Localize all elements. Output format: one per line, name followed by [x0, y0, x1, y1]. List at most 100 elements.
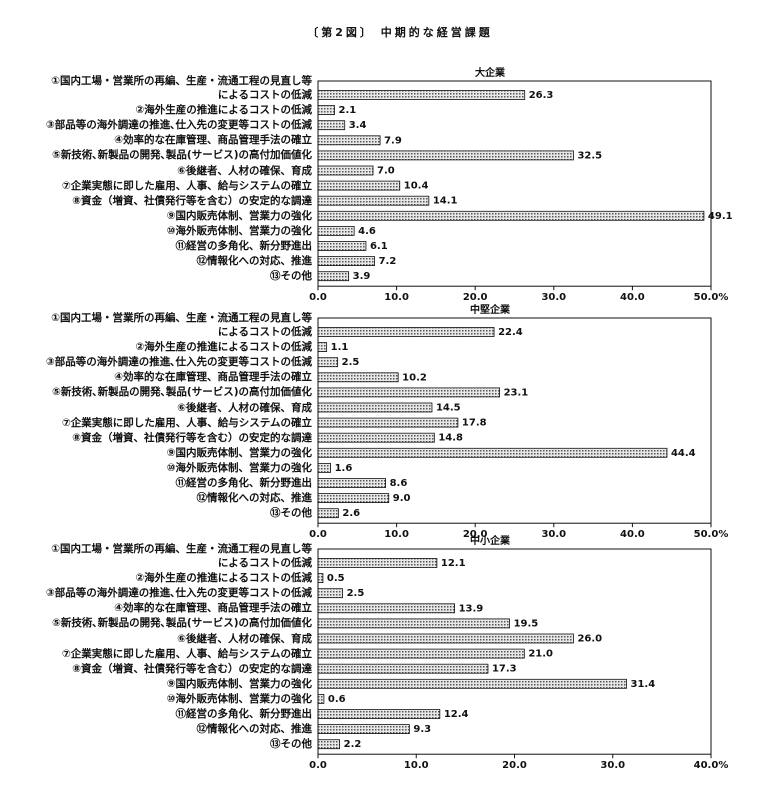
- value-label: 2.6: [342, 508, 360, 519]
- value-label: 19.5: [514, 618, 539, 629]
- category-label: ⑤新技術､新製品の開発､製品(サービス)の高付加価値化: [52, 149, 312, 162]
- value-label: 2.2: [344, 739, 362, 750]
- bar: [317, 165, 374, 176]
- value-label: 2.5: [347, 588, 365, 599]
- bar: [317, 462, 331, 473]
- category-label: ⑧資金（増資、社債発行等を含む）の安定的な調達: [72, 431, 312, 444]
- value-label: 7.9: [384, 135, 402, 146]
- value-label: 14.5: [436, 403, 461, 414]
- value-label: 2.1: [339, 105, 357, 116]
- category-label: ⑧資金（増資、社債発行等を含む）の安定的な調達: [72, 194, 312, 207]
- bar: [317, 90, 526, 100]
- value-label: 7.2: [379, 256, 397, 267]
- bar: [317, 256, 375, 267]
- bar: [317, 105, 335, 115]
- category-label: ⑥後継者、人材の確保、育成: [177, 632, 312, 645]
- x-tick-label: 20.0: [463, 292, 488, 303]
- bar: [317, 387, 500, 398]
- bar: [317, 573, 324, 583]
- bar: [317, 150, 574, 161]
- category-label: ①国内工場・営業所の再編、生産・流通工程の見直し等 によるコストの低減: [51, 312, 312, 338]
- category-label: ②海外生産の推進によるコストの低減: [135, 572, 312, 585]
- x-tick-label: 20.0: [463, 529, 488, 540]
- value-label: 31.4: [631, 679, 656, 690]
- category-label: ⑦企業実態に即した雇用、人事、給与システムの確立: [61, 179, 312, 192]
- bar: [317, 558, 438, 568]
- value-label: 0.6: [328, 694, 346, 705]
- x-tick-label: 30.0: [541, 529, 566, 540]
- value-label: 1.6: [335, 463, 353, 474]
- bar: [317, 588, 343, 599]
- bar: [317, 447, 668, 458]
- bar: [317, 648, 525, 659]
- value-label: 14.1: [433, 196, 458, 207]
- value-label: 12.1: [441, 558, 466, 569]
- value-label: 26.0: [577, 634, 602, 645]
- category-label: ⑪経営の多角化、新分野進出: [175, 708, 313, 720]
- category-label: ⑩海外販売体制、営業力の強化: [166, 461, 312, 474]
- value-label: 4.6: [358, 226, 376, 237]
- x-tick-label: 10.0: [404, 760, 429, 771]
- bar: [317, 372, 399, 383]
- x-tick-label: 10.0: [384, 292, 409, 303]
- category-label: ⑪経営の多角化、新分野進出: [175, 240, 313, 252]
- bar: [317, 508, 339, 519]
- bar: [317, 180, 401, 191]
- category-label: ⑬その他: [270, 507, 312, 520]
- value-label: 1.1: [331, 342, 349, 353]
- x-tick-label: 0.0: [309, 529, 327, 540]
- bar: [317, 417, 459, 428]
- bar: [317, 663, 489, 674]
- bar: [317, 135, 381, 146]
- x-tick-label: 20.0: [502, 760, 527, 771]
- category-label: ⑦企業実態に即した雇用、人事、給与システムの確立: [61, 416, 312, 429]
- bar: [317, 678, 627, 689]
- bar: [317, 271, 350, 282]
- x-tick-label: 40.0: [620, 292, 645, 303]
- value-label: 2.5: [342, 357, 360, 368]
- category-label: ⑩海外販売体制、営業力の強化: [166, 692, 312, 705]
- bar: [317, 342, 328, 353]
- value-label: 0.5: [327, 573, 345, 584]
- x-tick-label: 30.0: [541, 292, 566, 303]
- value-label: 8.6: [390, 478, 408, 489]
- x-tick-label: 50.0%: [694, 529, 729, 540]
- category-label: ⑤新技術､新製品の開発､製品(サービス)の高付加価値化: [52, 617, 312, 630]
- value-label: 49.1: [708, 211, 733, 222]
- value-label: 13.9: [459, 603, 484, 614]
- value-label: 9.3: [413, 724, 431, 735]
- category-label: ④効率的な在庫管理、商品管理手法の確立: [114, 371, 312, 384]
- value-label: 26.3: [529, 90, 554, 101]
- x-tick-label: 0.0: [309, 760, 327, 771]
- category-label: ③部品等の海外調達の推進､仕入先の変更等コストの低減: [45, 356, 312, 369]
- value-label: 10.4: [404, 181, 429, 192]
- value-label: 3.4: [349, 120, 367, 131]
- bar: [317, 493, 390, 504]
- bar: [317, 694, 325, 704]
- x-tick-label: 50.0%: [694, 292, 729, 303]
- panel-title: 中小企業: [470, 534, 511, 547]
- bar: [317, 327, 495, 337]
- category-label: ①国内工場・営業所の再編、生産・流通工程の見直し等 によるコストの低減: [51, 543, 312, 569]
- category-label: ②海外生産の推進によるコストの低減: [135, 104, 312, 117]
- value-label: 3.9: [353, 271, 371, 282]
- value-label: 10.2: [402, 372, 427, 383]
- category-label: ⑨国内販売体制、営業力の強化: [166, 209, 312, 222]
- value-label: 21.0: [528, 649, 553, 660]
- bar: [317, 402, 433, 413]
- bar: [317, 724, 410, 734]
- bar: [317, 618, 510, 629]
- value-label: 14.8: [438, 433, 463, 444]
- category-label: ⑫情報化への対応、推進: [196, 723, 313, 736]
- category-label: ⑧資金（増資、社債発行等を含む）の安定的な調達: [72, 662, 312, 675]
- value-label: 17.3: [492, 664, 517, 675]
- value-label: 32.5: [577, 150, 602, 161]
- bar: [317, 709, 441, 719]
- category-label: ⑫情報化への対応、推進: [196, 492, 313, 505]
- bar: [317, 633, 574, 644]
- category-label: ①国内工場・営業所の再編、生産・流通工程の見直し等 によるコストの低減: [51, 75, 312, 101]
- bar: [317, 357, 339, 368]
- panel-title: 大企業: [475, 66, 506, 79]
- category-label: ③部品等の海外調達の推進､仕入先の変更等コストの低減: [45, 119, 312, 132]
